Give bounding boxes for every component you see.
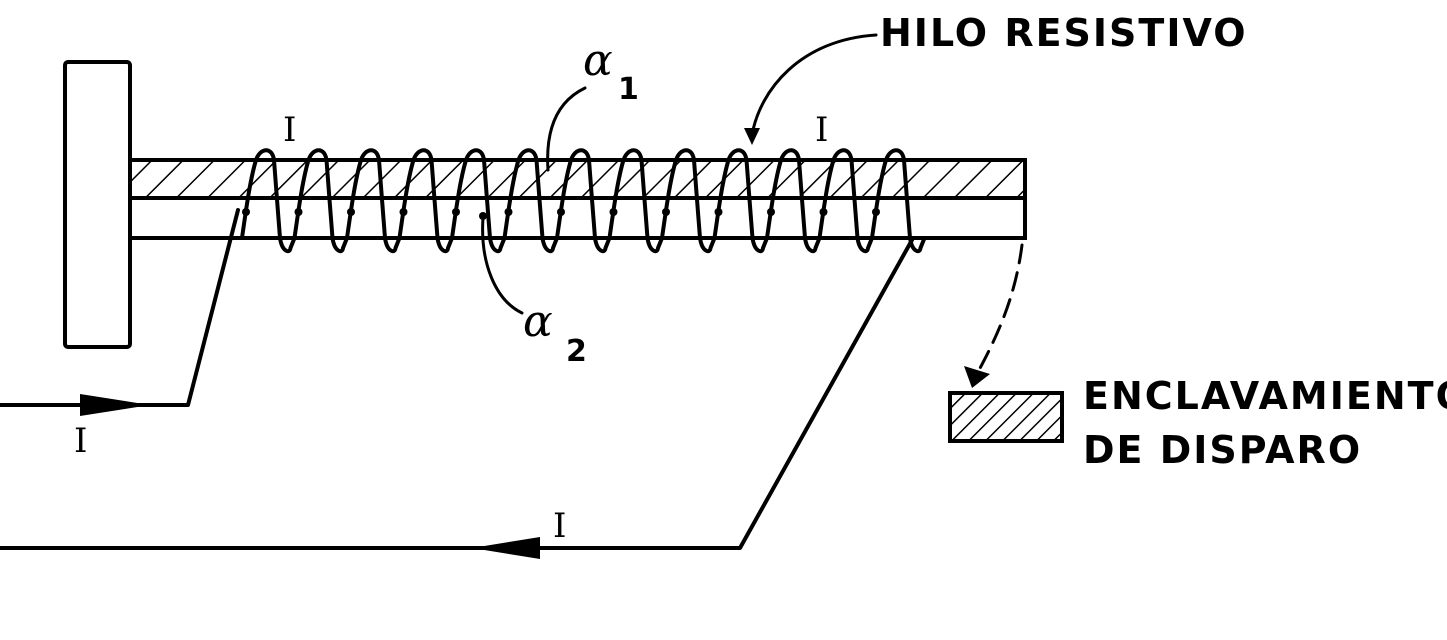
- coil-contact-dot: [399, 208, 408, 216]
- alpha2-point: [479, 212, 487, 220]
- alpha2-leader: [481, 216, 524, 315]
- coil-turn-back: [429, 158, 454, 254]
- resistive-wire-leader: [750, 33, 878, 137]
- resistive-wire-label: HILO RESISTIVO: [880, 11, 1248, 55]
- trip-latch-label-line1: ENCLAVAMIENTO: [1083, 374, 1447, 418]
- alpha1-label: α: [583, 35, 613, 86]
- trip-latch: [948, 391, 1064, 443]
- coil-contact-dot: [714, 208, 723, 216]
- coil-contact-dot: [662, 208, 670, 216]
- bimetal-upper-layer: [128, 158, 1027, 200]
- coil-turn-back: [272, 158, 297, 254]
- alpha1-leader: [546, 86, 587, 172]
- coil-turn-back: [324, 158, 349, 254]
- coil-turn-back: [377, 158, 402, 254]
- coil-contact-dot: [452, 208, 460, 216]
- deflection-dashed-line: [976, 243, 1024, 374]
- return-arrow: [472, 537, 540, 559]
- current-label-return: I: [553, 506, 566, 546]
- coil-turn-back: [692, 158, 717, 254]
- trip-latch-label-line2: DE DISPARO: [1083, 428, 1362, 472]
- coil-contact-dot: [872, 208, 880, 216]
- coil-turn-back: [482, 158, 507, 254]
- resistive-wire-coil: [240, 148, 927, 254]
- alpha2-subscript: 2: [566, 334, 587, 369]
- input-wire: [0, 208, 240, 407]
- coil-contact-dot: [557, 208, 565, 216]
- coil-turn-back: [587, 158, 612, 254]
- alpha1-subscript: 1: [618, 72, 639, 107]
- coil-turn-back: [534, 158, 559, 254]
- input-arrow: [80, 394, 150, 416]
- coil-turn-back: [639, 158, 664, 254]
- current-label-top-left: I: [283, 110, 296, 150]
- current-label-top-right: I: [815, 110, 828, 150]
- coil-contact-dot: [504, 208, 513, 216]
- deflection-arrow: [964, 366, 990, 388]
- coil-contact-dot: [294, 208, 303, 216]
- fixed-support: [63, 60, 132, 349]
- coil-contact-dot: [819, 208, 828, 216]
- coil-contact-dot: [347, 208, 355, 216]
- coil-turn-back: [744, 158, 769, 254]
- coil-contact-dot: [767, 208, 775, 216]
- coil-turn-back: [902, 158, 927, 254]
- coil-turn-back: [849, 158, 874, 254]
- current-label-input: I: [74, 421, 87, 461]
- bimetal-lower-layer: [128, 196, 1027, 240]
- resistive-wire-leader-arrow: [744, 128, 760, 145]
- coil-contact-dot: [609, 208, 618, 216]
- alpha2-label: α: [523, 296, 553, 347]
- coil-contact-dot: [242, 208, 250, 216]
- coil-turn-back: [797, 158, 822, 254]
- return-wire: [0, 238, 914, 550]
